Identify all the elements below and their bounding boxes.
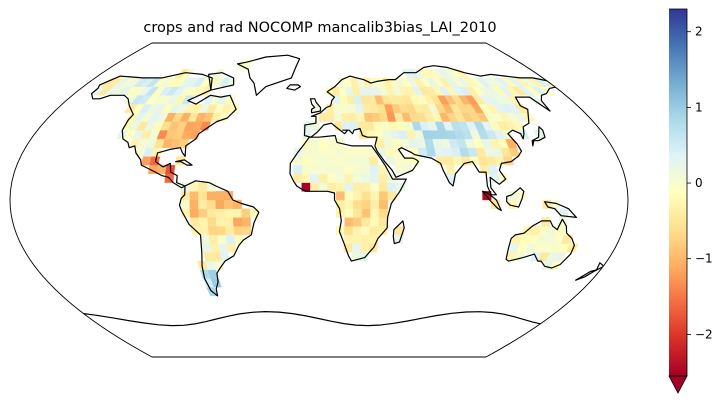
coastline-iceland [286,84,301,91]
coastlines [79,54,605,327]
coastline-eurasia [303,65,559,196]
coastline-borneo [506,187,525,208]
coastline-sumatra [481,190,502,212]
grid-cell [497,173,508,183]
grid-cell [540,217,551,227]
coastline-uk [309,98,322,114]
colorbar-gradient [669,9,687,376]
coastline-newguinea [544,201,577,218]
colorbar-tick-label: −2 [695,327,713,341]
coastline-greenland [236,54,301,96]
coastline-japan [531,126,546,147]
colorbar-frame [669,8,688,377]
grid-cell [377,164,388,175]
colorbar-extend-arrow [668,375,688,394]
map-boundary [9,42,629,358]
coastline-antarctica [79,311,543,327]
grid-cell [180,68,196,79]
world-map [9,42,629,358]
coastline-northAmerica [91,72,237,189]
grid-cell [228,103,240,114]
coastline-madagascar [392,220,405,245]
coastline-africa [289,134,407,262]
colorbar-tick-label: 2 [695,25,703,39]
coastline-baffin [208,72,235,91]
grid-cell [225,77,238,87]
bias-grid-cells [89,60,579,297]
colorbar-tick-label: 0 [695,176,703,190]
coastline-cuba [175,159,193,166]
grid-cell [566,243,579,253]
map-title: crops and rad NOCOMP mancalib3bias_LAI_2… [143,20,497,36]
grid-cell [551,199,561,209]
coastline-southAmerica [178,180,260,297]
coastline-nz [575,262,605,281]
colorbar-tick-label: 1 [695,100,703,114]
colorbar-tick-label: −1 [695,252,713,266]
coastline-australia [505,218,575,269]
